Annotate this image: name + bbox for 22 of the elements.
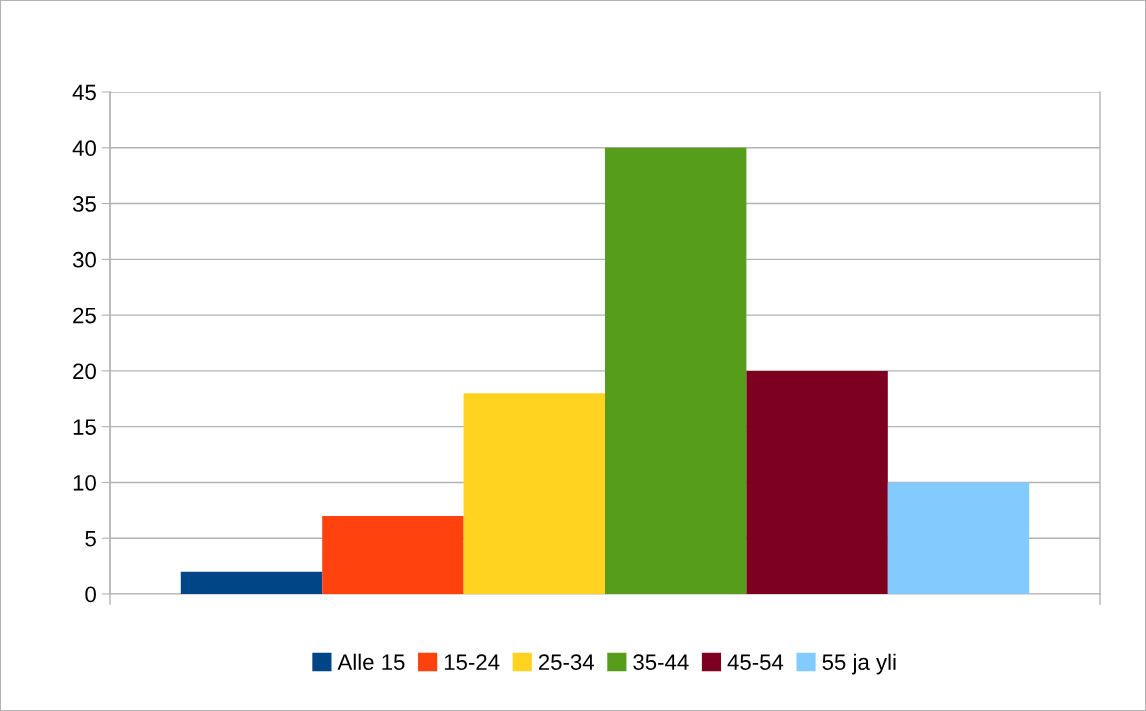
y-tick-label: 15: [73, 419, 96, 435]
y-tick-label: 40: [72, 140, 96, 157]
legend-label: Alle 15: [337, 653, 405, 671]
y-tick-label: 35: [72, 196, 96, 212]
legend-label: 55 ja yli: [822, 653, 896, 675]
bar: [605, 147, 747, 594]
y-tick-label: 10: [73, 474, 96, 491]
legend-label: 45-54: [727, 654, 784, 671]
bar: [322, 515, 464, 594]
legend-label: 25-34: [538, 654, 594, 671]
legend-label: 35-44: [633, 654, 689, 671]
bar: [463, 393, 605, 594]
y-tick-label: 30: [72, 251, 96, 268]
y-tick-label: 5: [85, 530, 96, 547]
bar: [746, 370, 888, 594]
bar: [887, 482, 1030, 594]
y-tick-label: 45: [72, 84, 96, 101]
y-tick-label: 25: [73, 307, 96, 324]
y-tick-label: 20: [73, 363, 96, 380]
bar: [180, 571, 323, 594]
legend-label: 15-24: [444, 654, 500, 671]
y-tick-label: 0: [85, 586, 96, 603]
